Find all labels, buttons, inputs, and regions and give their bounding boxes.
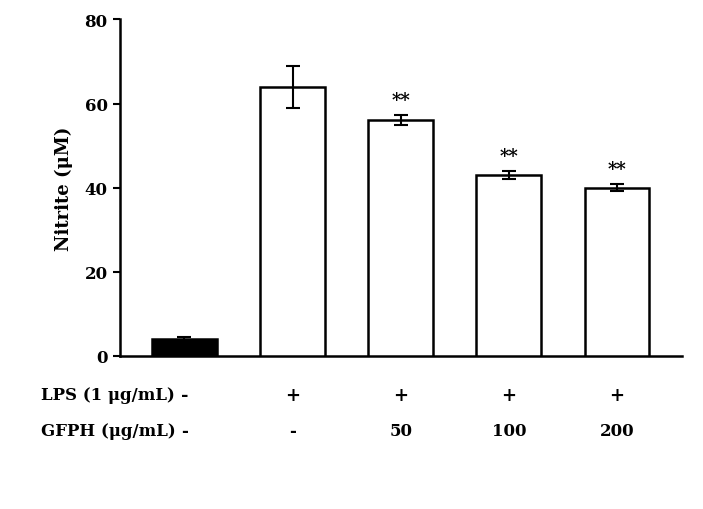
Text: **: ** — [607, 161, 626, 179]
Text: LPS (1 μg/mL): LPS (1 μg/mL) — [41, 386, 174, 404]
Bar — [585, 188, 650, 356]
Text: 50: 50 — [389, 422, 412, 439]
Text: +: + — [285, 386, 300, 404]
Text: -: - — [181, 422, 188, 439]
Text: +: + — [610, 386, 624, 404]
Bar — [152, 340, 217, 356]
Text: **: ** — [500, 147, 518, 165]
Y-axis label: Nitrite (μM): Nitrite (μM) — [56, 126, 74, 250]
Text: +: + — [393, 386, 408, 404]
Text: 100: 100 — [491, 422, 526, 439]
Bar — [477, 176, 541, 356]
Bar — [368, 121, 433, 356]
Text: 200: 200 — [600, 422, 634, 439]
Text: -: - — [289, 422, 296, 439]
Bar — [260, 88, 325, 356]
Text: **: ** — [392, 92, 410, 110]
Text: GFPH (μg/mL): GFPH (μg/mL) — [41, 422, 176, 439]
Text: +: + — [501, 386, 517, 404]
Text: -: - — [181, 386, 188, 404]
